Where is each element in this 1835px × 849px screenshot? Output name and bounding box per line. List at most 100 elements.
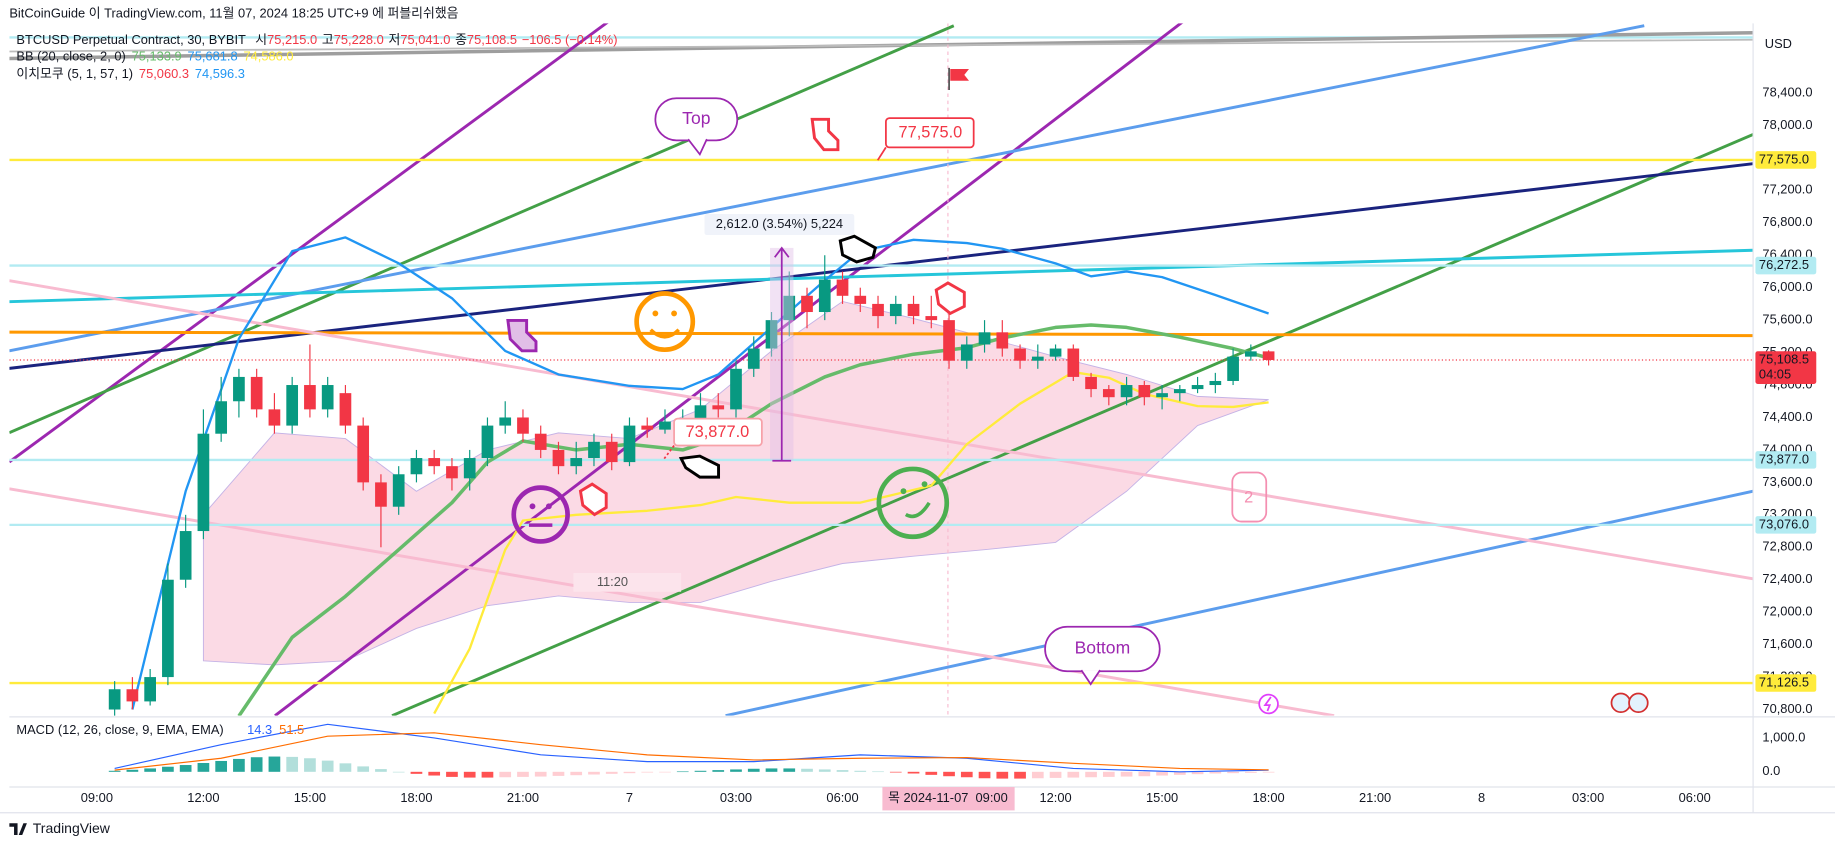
candle-body [321,385,334,410]
macd-bar [339,763,352,772]
macd-bar [1138,771,1151,777]
macd-bar [765,768,778,772]
candle-body [357,425,370,483]
hand-icon [678,454,721,479]
candle-body [481,425,494,459]
publish-line: BitCoinGuide 이 TradingView.com, 11월 07, … [9,5,458,20]
macd-bar [676,771,689,773]
time-axis: 09:00 12:00 15:00 18:00 21:00 7 03:00 06:00 12:0… [81,790,1711,805]
trend-line [9,248,1754,304]
price-tag [1755,674,1817,692]
macd-bar [268,756,281,772]
macd-bar [1156,771,1168,776]
y-tick-label: 1,000.0 [1762,729,1805,744]
face-eye [545,503,552,510]
candle-body [375,482,387,507]
ohlc-value: 75,041.0 [400,32,450,47]
indicator-name: BB (20, close, 2, 0) [16,49,125,64]
callout-tail [687,138,708,157]
candle-body [410,458,423,475]
candle-body [818,279,831,313]
macd-bar [872,771,884,773]
brand-logo [9,823,27,835]
candle-body [996,332,1009,349]
macd-bar [730,769,742,772]
candle-body [765,320,778,349]
event-icon [1258,693,1279,715]
candle-body [1138,385,1151,398]
price-tag [1755,451,1817,469]
candle-body [801,295,813,313]
candle-body [889,303,902,317]
macd-bar [623,771,636,774]
macd-bar [836,770,849,772]
candle-body [960,344,973,361]
macd-bar [392,771,405,773]
macd-bar [659,771,671,773]
macd-bar [304,758,316,772]
ohlc-legend: 시75,215.0 고75,228.0 저75,041.0 종75,108.5 [255,32,517,47]
candle-body [1191,385,1204,390]
macd-bar [552,771,565,776]
macd-bar [481,771,494,778]
candle-body [534,433,547,450]
x-tick-label: 15:00 [294,790,326,805]
macd-bar [588,771,600,775]
price-lines [9,158,1754,685]
y-tick-label: 78,400.0 [1762,84,1812,99]
time-mark-box [573,573,682,592]
macd-bar [428,771,441,776]
candle-body [872,303,884,317]
callout-bottom [1044,625,1161,673]
trend-line [274,23,1184,716]
candle-body [623,425,636,463]
callout-target-text: 77,575.0 [899,124,963,142]
face-eye [671,310,678,317]
candle-body [215,401,228,434]
callout-pointer [662,445,675,461]
x-tick-label: 18:00 [400,790,432,805]
macd-bar [215,760,228,772]
indicator-line [237,323,1270,716]
macd-bar [1120,771,1133,777]
candle-body [730,368,742,410]
indicator-legend: 이치모쿠 (5, 1, 57, 1) 75,060.3 74,596.3 [16,66,245,81]
ohlc-label: 저 [388,32,400,47]
macd-bar [162,766,174,772]
macd-bar [1102,771,1115,777]
candle-body [978,332,991,345]
macd-axis: 1,000.0 0.0 [1762,729,1805,778]
y-tick-label: 71,600.0 [1762,636,1812,651]
ohlc-label: 고 [322,32,334,47]
macd-bar [375,769,387,772]
candle-body [588,441,600,459]
candle-body [1173,389,1186,394]
callout-target [885,117,975,149]
candle-body [925,316,938,321]
event-flag-us [1628,692,1649,714]
candle-body [1156,393,1168,398]
candle-body [233,376,245,402]
macd-bar [925,771,938,775]
macd-bar [996,771,1009,779]
candle-body [108,689,121,710]
trend-line [725,489,1754,716]
y-tick-label: 72,400.0 [1762,571,1812,586]
candle-body [144,677,156,702]
price-tag-label: 71,126.5 [1759,674,1809,689]
main-pane: 2,612.0 (3.54%) 5,224 Top Bottom 77,575.… [9,23,1754,716]
macd-bar [641,771,654,773]
trend-line [9,38,1754,53]
macd-bar [534,771,547,777]
candle-body [126,689,139,702]
candle-body [1031,356,1044,361]
x-tick-label: 7 [626,790,633,805]
candle-body [783,295,796,321]
candle-body [1120,385,1133,398]
event-icon-bolt [1263,696,1272,712]
macd-bar [1227,771,1239,774]
candle-body [570,458,583,467]
face-eye [921,481,928,488]
x-tick-label: 21:00 [1359,790,1391,805]
